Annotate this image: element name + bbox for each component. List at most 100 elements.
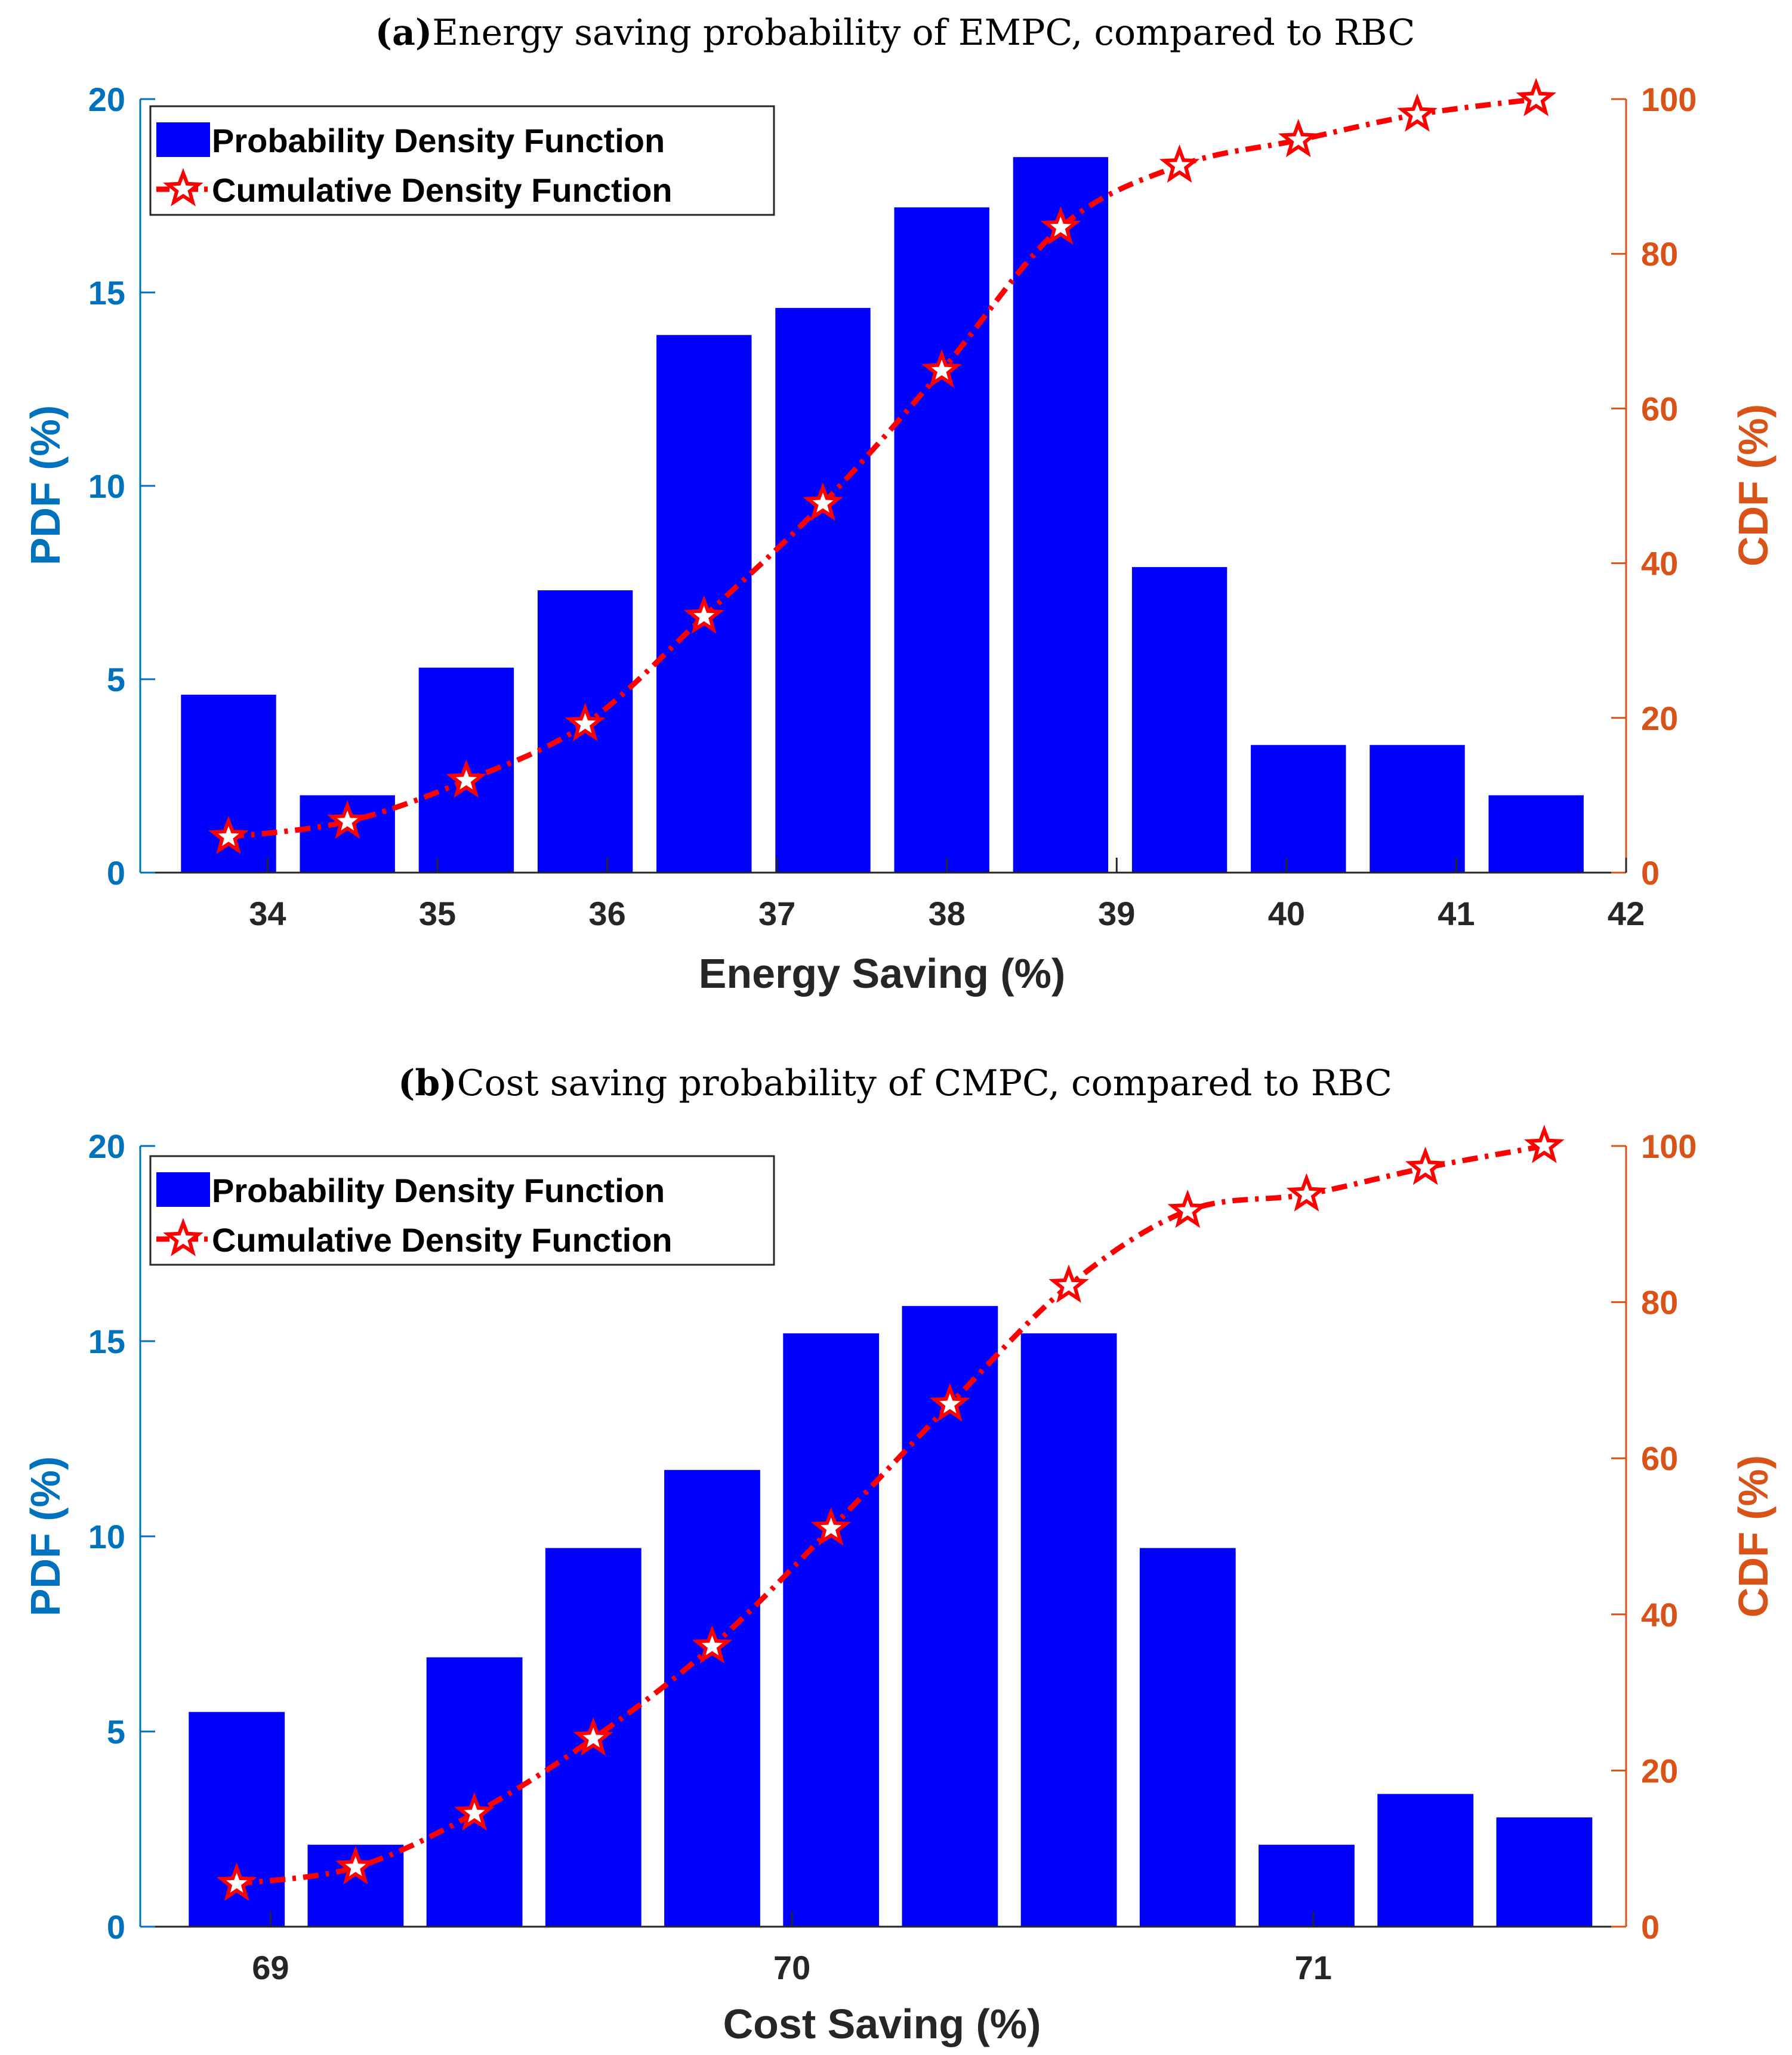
panel-b-y-tick-label: 20 xyxy=(88,1127,125,1165)
panel-b-y-tick-label: 10 xyxy=(88,1518,125,1555)
panel-a-x-tick-label: 34 xyxy=(249,895,286,932)
panel-a-cdf-marker-1 xyxy=(208,815,249,855)
panel-a-cdf-series xyxy=(208,78,1557,855)
panel-b-y-axis-label: PDF (%) xyxy=(22,1456,69,1616)
panel-a-cdf-marker-7 xyxy=(921,349,963,388)
panel-a-legend-cdf-marker xyxy=(163,168,203,207)
panel-b-y2-tick-label: 80 xyxy=(1641,1284,1678,1321)
panel-a-legend-pdf-swatch xyxy=(156,122,210,157)
panel-b-cdf-marker-3 xyxy=(454,1792,495,1831)
panel-b-pdf-bar-11 xyxy=(1377,1794,1474,1927)
panel-a-pdf-bar-9 xyxy=(1131,567,1227,873)
panel-b-legend-cdf-marker xyxy=(163,1218,203,1256)
panel-a-axes: 0 5 10 15 20 0 20 40 60 80 100 34 35 36 37 38 39 40 41 42 xyxy=(88,81,1697,932)
panel-a-y2-tick-label: 60 xyxy=(1641,390,1678,427)
panel-a-y-tick-label: 10 xyxy=(88,467,125,505)
panel-a-x-tick-label: 42 xyxy=(1608,895,1645,932)
panel-b-y2-tick-label: 20 xyxy=(1641,1752,1678,1789)
panel-b-cdf-marker-5 xyxy=(692,1625,733,1664)
panel-a-title: (a)Energy saving probability of EMPC, co… xyxy=(375,12,1415,54)
panel-a-x-tick-label: 36 xyxy=(588,895,625,932)
panel-b-cdf-series xyxy=(216,1124,1565,1901)
panel-a-cdf-marker-3 xyxy=(446,759,487,798)
panel-b-x-axis-label: Cost Saving (%) xyxy=(723,2001,1041,2047)
panel-b-pdf-bar-10 xyxy=(1259,1844,1355,1927)
panel-b-cdf-marker-11 xyxy=(1405,1147,1446,1185)
panel-a-y2-tick-label: 80 xyxy=(1641,235,1678,273)
panel-b-chart: (b)Cost saving probability of CMPC, comp… xyxy=(22,1062,1776,2047)
panel-a-cdf-marker-10 xyxy=(1278,119,1319,158)
panel-a-y-tick-label: 0 xyxy=(107,854,125,892)
panel-b-x-tick-label: 70 xyxy=(773,1949,810,1986)
panel-a-cdf-marker-5 xyxy=(683,595,724,634)
panel-b-pdf-bar-6 xyxy=(783,1333,880,1927)
panel-b-pdf-bar-1 xyxy=(189,1712,285,1927)
panel-b-title: (b)Cost saving probability of CMPC, comp… xyxy=(398,1062,1392,1104)
panel-b-pdf-bar-12 xyxy=(1496,1817,1593,1927)
panel-b-pdf-bar-3 xyxy=(426,1657,523,1927)
panel-b-legend-box xyxy=(149,1155,775,1266)
panel-b-cdf-marker-9 xyxy=(1167,1190,1208,1228)
panel-a-legend-box xyxy=(149,105,775,216)
panel-a-cdf-marker-12 xyxy=(1516,78,1557,116)
panel-a-cdf-marker-11 xyxy=(1397,93,1438,132)
panel-a-y-tick-label: 20 xyxy=(88,81,125,118)
panel-a-cdf-marker-2 xyxy=(327,800,368,839)
panel-a-pdf-bar-11 xyxy=(1370,745,1465,873)
panel-b-y-tick-label: 5 xyxy=(107,1713,125,1751)
panel-a-pdf-bar-7 xyxy=(894,207,989,873)
panel-b-cdf-marker-1 xyxy=(216,1862,257,1901)
panel-a-y2-tick-label: 0 xyxy=(1641,854,1660,892)
panel-a-y2-tick-label: 20 xyxy=(1641,700,1678,737)
panel-b-cdf-marker-2 xyxy=(335,1846,376,1885)
panel-b-cdf-marker-12 xyxy=(1524,1124,1565,1163)
panel-b-axes: 0 5 10 15 20 0 20 40 60 80 100 69 70 71 xyxy=(88,1127,1697,1986)
panel-a-x-tick-label: 37 xyxy=(758,895,795,932)
panel-a-x-tick-label: 38 xyxy=(929,895,966,932)
panel-a-x-tick-label: 41 xyxy=(1438,895,1475,932)
panel-a-legend: Probability Density Function Cumulative … xyxy=(149,105,775,216)
panel-a-y2-tick-label: 100 xyxy=(1641,81,1697,118)
panel-b-y2-tick-label: 0 xyxy=(1641,1908,1660,1946)
panel-b-y2-tick-label: 40 xyxy=(1641,1596,1678,1634)
panel-a-cdf-marker-9 xyxy=(1159,144,1200,183)
panel-a-legend-pdf-label: Probability Density Function xyxy=(212,122,665,159)
panel-b-cdf-marker-10 xyxy=(1286,1173,1327,1212)
panel-a-legend-cdf-label: Cumulative Density Function xyxy=(212,171,673,209)
panel-b-x-tick-label: 69 xyxy=(252,1949,289,1986)
panel-b-y-tick-label: 0 xyxy=(107,1908,125,1946)
panel-b-bars xyxy=(189,1306,1593,1927)
panel-b-legend: Probability Density Function Cumulative … xyxy=(149,1155,775,1266)
panel-b-pdf-bar-5 xyxy=(664,1469,760,1927)
panel-b-pdf-bar-9 xyxy=(1139,1548,1236,1927)
panel-a-y2-axis-label: CDF (%) xyxy=(1730,404,1776,566)
panel-a-chart: (a)Energy saving probability of EMPC, co… xyxy=(22,12,1776,997)
panel-a-pdf-bar-10 xyxy=(1251,745,1346,873)
panel-b-x-tick-label: 71 xyxy=(1295,1949,1332,1986)
panel-a-bars xyxy=(181,157,1584,873)
panel-b-cdf-marker-6 xyxy=(810,1507,852,1546)
panel-b-cdf-marker-4 xyxy=(573,1717,614,1756)
panel-a-cdf-marker-4 xyxy=(565,703,606,741)
panel-b-y-tick-label: 15 xyxy=(88,1323,125,1360)
panel-a-pdf-bar-6 xyxy=(775,307,871,873)
panel-a-x-axis-label: Energy Saving (%) xyxy=(699,950,1066,997)
panel-b-y2-axis-label: CDF (%) xyxy=(1730,1455,1776,1617)
panel-a-y-axis-label: PDF (%) xyxy=(22,405,69,565)
panel-b-legend-pdf-label: Probability Density Function xyxy=(212,1172,665,1209)
panel-a-pdf-bar-12 xyxy=(1488,795,1584,873)
panel-b-pdf-bar-8 xyxy=(1020,1333,1117,1927)
panel-b-y2-tick-label: 100 xyxy=(1641,1127,1697,1165)
panel-a-pdf-bar-8 xyxy=(1013,157,1109,873)
panel-b-legend-pdf-swatch xyxy=(156,1172,210,1207)
panel-b-cdf-marker-8 xyxy=(1048,1264,1089,1303)
panel-a-y-tick-label: 15 xyxy=(88,274,125,312)
panel-a-y-tick-label: 5 xyxy=(107,661,125,698)
panel-a-x-tick-label: 39 xyxy=(1098,895,1135,932)
panel-b-y2-tick-label: 60 xyxy=(1641,1440,1678,1477)
panel-a-y2-tick-label: 40 xyxy=(1641,545,1678,583)
panel-a-x-tick-label: 35 xyxy=(419,895,456,932)
panel-a-cdf-marker-6 xyxy=(803,482,843,521)
panel-a-x-tick-label: 40 xyxy=(1268,895,1305,932)
